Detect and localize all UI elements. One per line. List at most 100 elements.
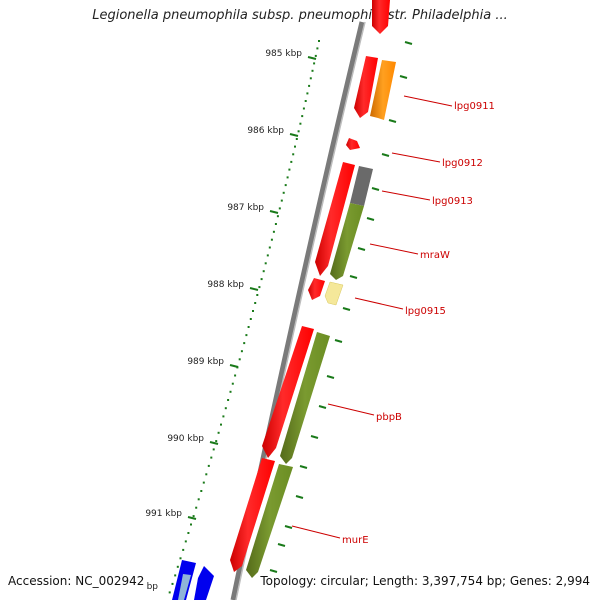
ruler-label: 991 kbp: [145, 509, 182, 519]
gene-label-lpg0911[interactable]: lpg0911: [454, 101, 495, 112]
ruler-dot: [301, 115, 304, 118]
feature-tick: [299, 465, 308, 469]
cds-arrow-pbpB-cds[interactable]: [262, 326, 314, 458]
feature-tick: [381, 153, 390, 157]
feature-tick: [334, 339, 343, 343]
gene-lpg0911[interactable]: [370, 60, 396, 120]
gene-label-lpg0915[interactable]: lpg0915: [405, 306, 446, 317]
leader-line-lpg0911: [403, 95, 453, 107]
ruler-dot: [268, 246, 271, 249]
gene-lpg0915[interactable]: [324, 281, 344, 306]
ruler-dot: [284, 184, 287, 187]
ruler-dot: [224, 407, 227, 410]
ruler-dot: [294, 145, 296, 148]
gene-label-pbpB[interactable]: pbpB: [376, 412, 402, 423]
ruler-dot: [202, 481, 205, 484]
cds-arrow-mraW-cds[interactable]: [315, 162, 355, 276]
ruler-dot: [262, 270, 265, 273]
gene-murE[interactable]: [246, 464, 293, 578]
feature-tick: [371, 187, 380, 191]
ruler-dot: [278, 207, 281, 210]
ruler-dot: [240, 350, 243, 353]
ruler-dot: [297, 130, 300, 133]
ruler-major-tick: [249, 287, 259, 291]
feature-tick: [269, 569, 278, 573]
ruler-dot: [205, 473, 208, 476]
ruler-dot: [302, 107, 305, 110]
gene-label-lpg0913[interactable]: lpg0913: [432, 196, 473, 207]
topology-summary: Topology: circular; Length: 3,397,754 bp…: [260, 574, 590, 588]
ruler-major-tick: [187, 516, 197, 520]
ruler-dot: [274, 223, 277, 225]
ruler-dot: [254, 302, 257, 304]
ruler-dot: [290, 160, 293, 163]
cds-track: [230, 0, 390, 572]
ruler-label: 989 kbp: [187, 357, 224, 367]
ruler-major-tick: [209, 441, 219, 445]
cds-arrow-lpg0915-cds[interactable]: [308, 278, 325, 300]
feature-tick: [295, 495, 304, 499]
blue-feature-2[interactable]: [178, 574, 191, 600]
cds-arrow-murE-cds[interactable]: [230, 458, 275, 572]
leader-line-mraW: [369, 243, 419, 255]
ruler-dot: [212, 448, 215, 451]
ruler-dot: [210, 456, 213, 459]
feature-tick: [318, 405, 327, 409]
feature-tick: [277, 543, 286, 547]
ruler-major-tick: [289, 133, 299, 137]
ruler-dot: [195, 506, 198, 509]
gene-label-mraW[interactable]: mraW: [420, 250, 450, 261]
ruler-dot: [286, 176, 289, 179]
ruler-dot: [245, 334, 248, 337]
ruler-dot: [217, 431, 220, 434]
ruler-dot: [182, 548, 185, 551]
cds-arrow-lpg0911[interactable]: [354, 56, 378, 118]
ruler-dot: [220, 423, 222, 426]
label-leaders: [291, 95, 453, 539]
ruler-dot: [272, 230, 275, 233]
ruler-dot: [260, 278, 263, 281]
feature-ticks: [269, 41, 413, 573]
ruler-dot: [190, 523, 192, 526]
gene-label-lpg0912[interactable]: lpg0912: [442, 158, 483, 169]
gene-label-murE[interactable]: murE: [342, 535, 369, 546]
ruler-dot: [270, 238, 273, 241]
gene-lpg0913[interactable]: [350, 166, 373, 206]
ruler-dot: [229, 390, 232, 393]
ruler-dot: [309, 77, 312, 80]
ruler-dot: [234, 374, 237, 377]
cds-arrow-top[interactable]: [372, 0, 390, 34]
ruler-dot: [299, 122, 302, 125]
feature-tick: [284, 525, 293, 529]
feature-tick: [388, 119, 397, 123]
cds-arrow-lpg0912[interactable]: [346, 138, 360, 150]
ruler-dot: [174, 574, 177, 577]
ruler-labels: 985 kbp 986 kbp 987 kbp 988 kbp 989 kbp 990 k…: [145, 49, 317, 592]
ruler-dot: [313, 62, 316, 65]
ruler-dot: [304, 100, 307, 102]
feature-tick: [357, 247, 366, 251]
ruler-dot: [184, 540, 187, 543]
ruler-label-cut: bp: [147, 582, 159, 592]
ruler-label: 987 kbp: [227, 203, 264, 213]
feature-tick: [399, 75, 408, 79]
gene-mraW[interactable]: [330, 203, 364, 280]
ruler-dot: [314, 54, 317, 57]
ruler-label: 985 kbp: [265, 49, 302, 59]
ruler-dot: [231, 382, 234, 385]
ruler-dot: [288, 168, 291, 171]
feature-tick: [349, 275, 358, 279]
ruler-dot: [266, 254, 269, 257]
ruler-dot: [258, 286, 261, 289]
ruler-dot: [200, 490, 203, 492]
gene-pbpB[interactable]: [280, 332, 330, 464]
leader-line-lpg0912: [391, 152, 441, 163]
blue-feature-3[interactable]: [194, 566, 214, 600]
ruler: [168, 40, 320, 594]
ruler-label: 990 kbp: [167, 434, 204, 444]
ruler-dot: [256, 294, 259, 296]
ruler-dot: [282, 191, 285, 194]
ruler-dot: [316, 47, 319, 50]
